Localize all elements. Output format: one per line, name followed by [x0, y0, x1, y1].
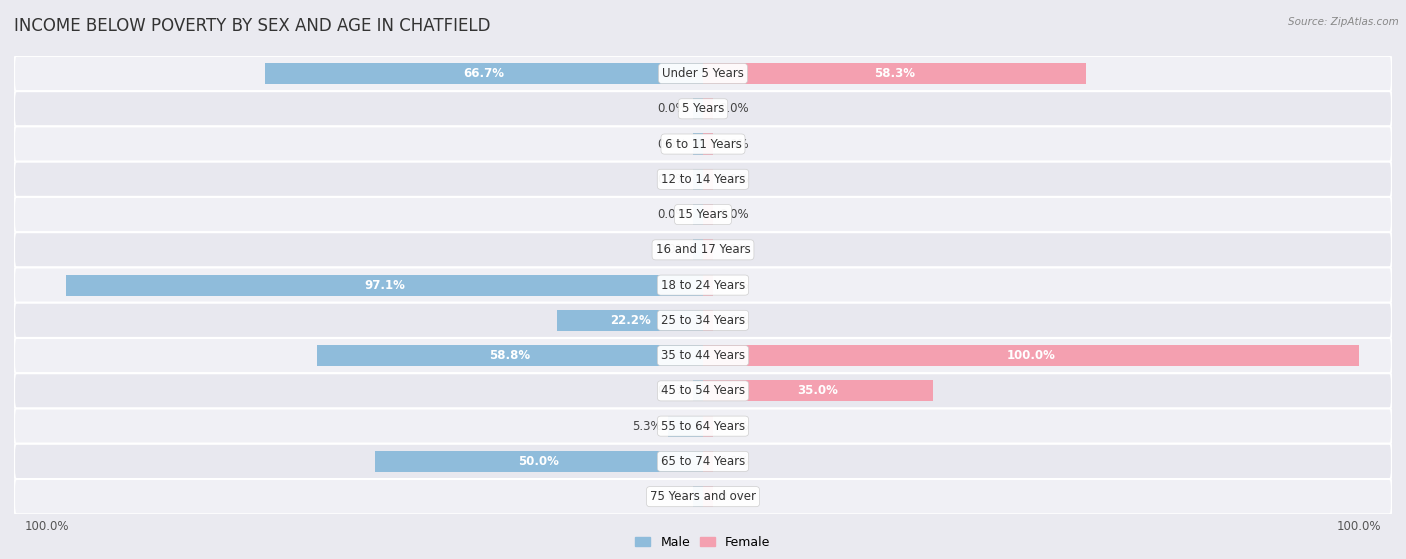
Text: 0.0%: 0.0%	[720, 420, 749, 433]
Text: Under 5 Years: Under 5 Years	[662, 67, 744, 80]
Text: 22.2%: 22.2%	[610, 314, 651, 327]
Text: 0.0%: 0.0%	[657, 173, 686, 186]
Bar	[703, 345, 1360, 366]
Text: 12 to 14 Years: 12 to 14 Years	[661, 173, 745, 186]
Bar	[266, 63, 703, 84]
Text: 15 Years: 15 Years	[678, 208, 728, 221]
FancyBboxPatch shape	[14, 409, 1392, 444]
Text: 55 to 64 Years: 55 to 64 Years	[661, 420, 745, 433]
Bar	[703, 239, 713, 260]
Text: 6 to 11 Years: 6 to 11 Years	[665, 138, 741, 150]
Text: 97.1%: 97.1%	[364, 278, 405, 292]
Text: 0.0%: 0.0%	[720, 102, 749, 115]
Bar	[703, 134, 713, 155]
Bar	[66, 274, 703, 296]
Bar	[693, 380, 703, 401]
Bar	[703, 63, 1085, 84]
FancyBboxPatch shape	[14, 126, 1392, 162]
Bar	[703, 451, 713, 472]
Bar	[693, 169, 703, 190]
Text: 0.0%: 0.0%	[720, 278, 749, 292]
FancyBboxPatch shape	[14, 91, 1392, 126]
Text: Source: ZipAtlas.com: Source: ZipAtlas.com	[1288, 17, 1399, 27]
Text: 0.0%: 0.0%	[720, 173, 749, 186]
Text: 65 to 74 Years: 65 to 74 Years	[661, 455, 745, 468]
FancyBboxPatch shape	[14, 338, 1392, 373]
Text: INCOME BELOW POVERTY BY SEX AND AGE IN CHATFIELD: INCOME BELOW POVERTY BY SEX AND AGE IN C…	[14, 17, 491, 35]
Text: 0.0%: 0.0%	[657, 490, 686, 503]
Text: 18 to 24 Years: 18 to 24 Years	[661, 278, 745, 292]
Legend: Male, Female: Male, Female	[630, 531, 776, 554]
Text: 58.3%: 58.3%	[873, 67, 915, 80]
FancyBboxPatch shape	[14, 232, 1392, 267]
Text: 0.0%: 0.0%	[657, 243, 686, 257]
Text: 35 to 44 Years: 35 to 44 Years	[661, 349, 745, 362]
Text: 0.0%: 0.0%	[720, 138, 749, 150]
Bar	[703, 380, 932, 401]
Text: 75 Years and over: 75 Years and over	[650, 490, 756, 503]
Text: 58.8%: 58.8%	[489, 349, 530, 362]
Text: 0.0%: 0.0%	[657, 385, 686, 397]
Bar	[703, 310, 713, 331]
FancyBboxPatch shape	[14, 303, 1392, 338]
Bar	[693, 98, 703, 120]
Text: 25 to 34 Years: 25 to 34 Years	[661, 314, 745, 327]
FancyBboxPatch shape	[14, 162, 1392, 197]
Text: 45 to 54 Years: 45 to 54 Years	[661, 385, 745, 397]
Bar	[703, 415, 713, 437]
Text: 0.0%: 0.0%	[657, 102, 686, 115]
Text: 0.0%: 0.0%	[720, 314, 749, 327]
Bar	[375, 451, 703, 472]
Bar	[693, 486, 703, 507]
Text: 0.0%: 0.0%	[657, 138, 686, 150]
Text: 0.0%: 0.0%	[720, 490, 749, 503]
Bar	[693, 239, 703, 260]
FancyBboxPatch shape	[14, 373, 1392, 409]
Text: 0.0%: 0.0%	[720, 208, 749, 221]
Bar	[703, 98, 713, 120]
Bar	[668, 415, 703, 437]
FancyBboxPatch shape	[14, 197, 1392, 232]
Bar	[693, 204, 703, 225]
Text: 5.3%: 5.3%	[633, 420, 662, 433]
Bar	[703, 169, 713, 190]
Text: 35.0%: 35.0%	[797, 385, 838, 397]
Text: 66.7%: 66.7%	[464, 67, 505, 80]
Bar	[703, 486, 713, 507]
FancyBboxPatch shape	[14, 444, 1392, 479]
FancyBboxPatch shape	[14, 267, 1392, 303]
Text: 50.0%: 50.0%	[519, 455, 560, 468]
Text: 0.0%: 0.0%	[720, 243, 749, 257]
Bar	[703, 204, 713, 225]
Bar	[703, 274, 713, 296]
Bar	[318, 345, 703, 366]
Text: 0.0%: 0.0%	[720, 455, 749, 468]
Text: 0.0%: 0.0%	[657, 208, 686, 221]
FancyBboxPatch shape	[14, 56, 1392, 91]
FancyBboxPatch shape	[14, 479, 1392, 514]
Bar	[693, 134, 703, 155]
Text: 16 and 17 Years: 16 and 17 Years	[655, 243, 751, 257]
Bar	[557, 310, 703, 331]
Text: 5 Years: 5 Years	[682, 102, 724, 115]
Text: 100.0%: 100.0%	[1007, 349, 1056, 362]
